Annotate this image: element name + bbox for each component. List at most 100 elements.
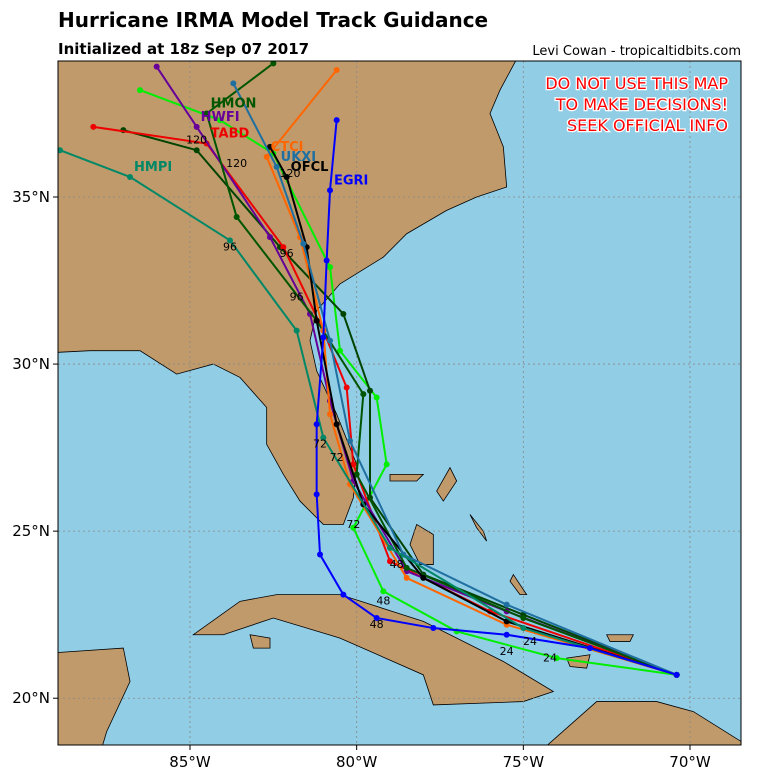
track-line — [59, 149, 677, 676]
forecast-hour: 72 — [330, 451, 344, 464]
track-point — [520, 615, 527, 622]
forecast-hour: 96 — [223, 240, 237, 253]
track-point — [327, 337, 333, 344]
map-frame — [57, 60, 742, 746]
landmass — [192, 594, 555, 706]
track-point — [320, 434, 327, 441]
track-point — [313, 421, 320, 428]
lat-tick-label: 25°N — [12, 522, 50, 540]
model-label: CTCI — [271, 140, 304, 155]
track-point — [203, 110, 210, 117]
forecast-hour: 120 — [186, 134, 207, 147]
model-label: HMON — [211, 96, 257, 111]
forecast-hour: 24 — [543, 651, 557, 664]
track-point — [327, 411, 333, 418]
model-label: EGRI — [334, 173, 368, 188]
track-point — [153, 63, 160, 70]
track-point — [320, 334, 327, 341]
landmass — [509, 573, 528, 596]
model-label: OFCL — [291, 160, 329, 175]
lat-tick-label: 30°N — [12, 355, 50, 373]
model-label: UKXI — [281, 150, 317, 165]
track-point — [587, 645, 593, 652]
tracks: 120120120969696727272484848242424TABDHWF… — [58, 61, 680, 678]
track-point — [263, 153, 270, 160]
forecast-hour: 72 — [346, 518, 360, 531]
lon-tick-label: 80°W — [336, 753, 378, 768]
forecast-hour: 120 — [226, 157, 247, 170]
track-point — [353, 471, 360, 478]
track-point — [313, 491, 320, 498]
lat-tick-label: 35°N — [12, 188, 50, 206]
track-point — [293, 327, 300, 334]
forecast-hour: 96 — [280, 247, 294, 260]
track-point — [327, 264, 333, 271]
forecast-hour: 24 — [500, 645, 514, 658]
track-point — [403, 564, 410, 571]
track-point — [58, 147, 63, 154]
track-point — [337, 347, 343, 354]
track-point — [387, 544, 393, 551]
warning-line: SEEK OFFICIAL INFO — [567, 116, 728, 135]
subtitle: Initialized at 18z Sep 07 2017 — [58, 40, 309, 58]
model-label: HWFI — [201, 110, 240, 125]
track-point — [193, 147, 200, 154]
model-label: HMPI — [134, 160, 172, 175]
track-point — [333, 67, 340, 74]
warning-line: DO NOT USE THIS MAP — [545, 74, 728, 93]
track-point — [340, 591, 347, 598]
track-point — [323, 257, 330, 264]
track-point — [333, 421, 340, 428]
landmass — [409, 523, 434, 565]
track-point — [347, 437, 353, 444]
track-point — [333, 117, 340, 124]
forecast-hour: 48 — [376, 595, 390, 608]
credit: Levi Cowan - tropicaltidbits.com — [532, 44, 741, 59]
track-point — [420, 574, 427, 581]
landmass — [546, 701, 741, 745]
track-point — [313, 317, 320, 324]
track-point — [327, 187, 333, 194]
track-point — [350, 524, 357, 531]
landmass — [58, 61, 517, 525]
lon-tick-label: 70°W — [669, 753, 711, 768]
track-point — [380, 588, 387, 595]
track-point — [193, 123, 200, 130]
track-point — [503, 631, 510, 638]
track-line — [139, 89, 677, 676]
warning-line: TO MAKE DECISIONS! — [555, 95, 728, 114]
track-point — [520, 625, 527, 632]
track-point — [360, 391, 367, 398]
lon-tick-label: 85°W — [169, 753, 211, 768]
track-line — [232, 82, 678, 676]
landmass — [413, 748, 483, 768]
track-point — [280, 244, 287, 251]
landmass — [606, 634, 634, 642]
landmass — [436, 466, 458, 502]
title: Hurricane IRMA Model Track Guidance — [58, 8, 488, 32]
forecast-hour: 48 — [370, 618, 384, 631]
track-point — [430, 625, 437, 632]
track-point — [403, 574, 410, 581]
track-point — [367, 387, 373, 394]
track-point — [283, 173, 290, 180]
track-point — [373, 615, 380, 622]
track-point — [503, 601, 510, 608]
landmass — [389, 473, 425, 482]
landmass — [469, 514, 488, 542]
track-point — [230, 80, 237, 87]
track-point — [270, 61, 277, 67]
track-point — [673, 671, 680, 678]
track-point — [267, 234, 273, 241]
model-label: TABD — [211, 127, 250, 142]
landmass — [249, 634, 271, 649]
track-point — [233, 214, 240, 221]
track-point — [90, 123, 97, 130]
track-point — [383, 461, 390, 468]
forecast-hour: 48 — [390, 558, 404, 571]
track-point — [387, 558, 393, 565]
track-point — [300, 240, 307, 247]
track-point — [317, 551, 323, 558]
track-point — [343, 384, 350, 391]
